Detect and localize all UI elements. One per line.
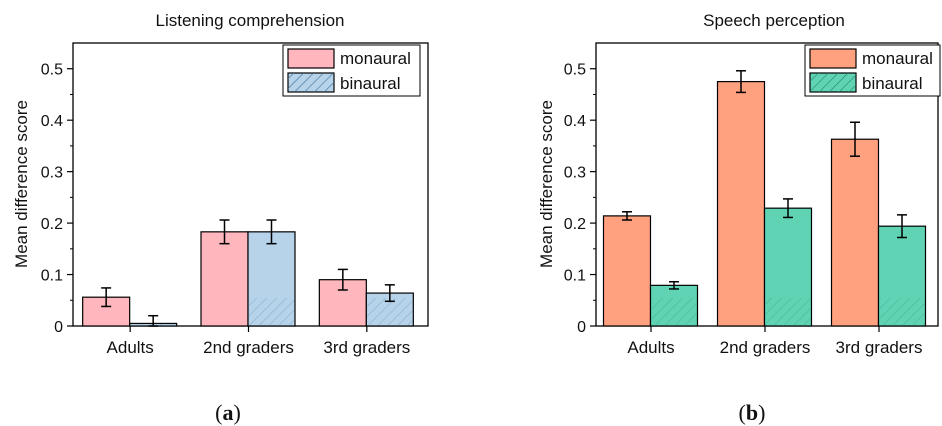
panel-a: Listening comprehension Mean difference … (12, 11, 429, 425)
y-tick-label-b: 0 (577, 319, 586, 336)
y-axis-label-b: Mean difference score (537, 100, 556, 268)
x-tick-label-a: 2nd graders (203, 338, 294, 357)
y-tick-label-a: 0.2 (41, 216, 63, 233)
bar-hatch-binaural-b (651, 298, 697, 326)
legend-swatch-monaural-b (809, 48, 857, 69)
x-tick-label-a: 3rd graders (323, 338, 410, 357)
y-tick-label-a: 0.3 (41, 165, 63, 182)
legend-label-binaural-b: binaural (862, 74, 923, 93)
bar-monaural-b (602, 215, 652, 327)
panel-b: Speech perception Mean difference score … (537, 11, 941, 425)
bar-monaural-b (716, 80, 766, 327)
bar-monaural-a (200, 231, 249, 327)
plot-area-b: 0 0.1 0.2 0.3 0.4 0.5 Adults 2nd graders 3rd gra… (564, 42, 939, 357)
bar-hatch-binaural-b (879, 298, 925, 326)
y-axis-label-a: Mean difference score (12, 100, 31, 268)
legend-label-monaural-b: monaural (862, 49, 933, 68)
y-tick-label-a: 0.5 (41, 62, 63, 79)
bar-hatch-binaural-a (249, 298, 294, 326)
y-tick-label-b: 0.4 (564, 113, 586, 130)
y-tick-label-a: 0.4 (41, 113, 63, 130)
legend-hatch-binaural-a (288, 73, 334, 92)
x-tick-label-a: Adults (107, 338, 154, 357)
bar-hatch-binaural-b (765, 298, 811, 326)
bar-hatch-binaural-a (367, 298, 413, 326)
legend-label-binaural-a: binaural (340, 74, 401, 93)
y-tick-label-b: 0.1 (564, 268, 586, 285)
y-tick-label-b: 0.5 (564, 62, 586, 79)
x-tick-label-b: 2nd graders (720, 338, 811, 357)
legend-b: monaural binaural (804, 44, 941, 97)
legend-label-monaural-a: monaural (340, 49, 411, 68)
x-tick-label-b: Adults (627, 338, 674, 357)
legend-a: monaural binaural (282, 44, 421, 97)
y-tick-label-a: 0.1 (41, 268, 63, 285)
y-tick-label-b: 0.3 (564, 165, 586, 182)
x-tick-label-b: 3rd graders (836, 338, 923, 357)
plot-area-a: 0 0.1 0.2 0.3 0.4 0.5 Adults 2nd graders 3rd gra… (41, 42, 429, 357)
chart-title-a: Listening comprehension (155, 11, 344, 30)
legend-hatch-binaural-b (810, 73, 856, 92)
caption-a: (a) (215, 400, 241, 425)
y-tick-label-b: 0.2 (564, 216, 586, 233)
y-tick-label-a: 0 (54, 319, 63, 336)
caption-b: (b) (739, 400, 766, 425)
legend-swatch-monaural-a (287, 48, 335, 69)
chart-title-b: Speech perception (703, 11, 845, 30)
bar-monaural-b (830, 138, 880, 327)
